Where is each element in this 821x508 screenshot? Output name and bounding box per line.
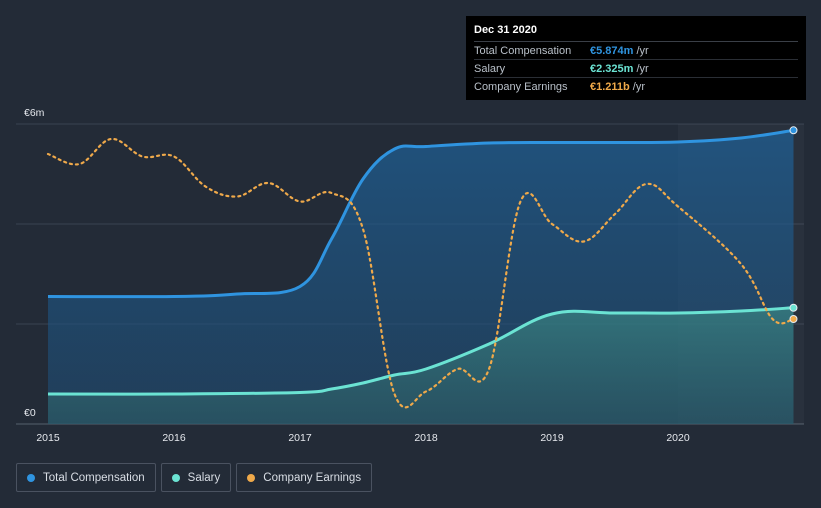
tooltip-row-salary: Salary €2.325m /yr: [474, 60, 798, 78]
salary-line: [47, 306, 794, 396]
legend-dot-icon: [171, 473, 180, 482]
tooltip-unit: /yr: [636, 44, 649, 57]
legend-item-company-earnings[interactable]: Company Earnings: [236, 463, 373, 492]
chart-legend: Total Compensation Salary Company Earnin…: [16, 463, 373, 492]
area-fills: [48, 130, 794, 425]
x-tick-label: 2017: [288, 432, 312, 444]
company-earnings-line: [46, 137, 795, 409]
legend-label: Company Earnings: [263, 471, 362, 484]
legend-label: Salary: [187, 471, 221, 484]
legend-item-salary[interactable]: Salary: [160, 463, 232, 492]
legend-dot-icon: [27, 473, 35, 482]
tooltip-row-earnings: Company Earnings €1.211b /yr: [474, 78, 798, 95]
tooltip-value: €5.874m: [590, 44, 634, 57]
end-markers: [789, 126, 798, 323]
company-earnings-end-marker: [789, 315, 798, 323]
legend-item-total-compensation[interactable]: Total Compensation: [16, 463, 156, 492]
x-tick-label: 2016: [162, 432, 186, 444]
legend-label: Total Compensation: [43, 471, 145, 484]
total-compensation-end-marker: [789, 126, 798, 135]
tooltip-date: Dec 31 2020: [474, 24, 798, 42]
x-tick-label: 2015: [36, 432, 60, 444]
tooltip-value: €2.325m: [590, 62, 634, 75]
tooltip-label: Company Earnings: [474, 80, 568, 93]
x-tick-label: 2019: [540, 432, 564, 444]
axes: 2015 2016 2017 2018 2019 2020 €0 €6m: [24, 107, 690, 444]
tooltip-unit: /yr: [632, 80, 645, 93]
series-lines: [46, 128, 795, 409]
tooltip-label: Salary: [474, 62, 506, 75]
tooltip-row-total: Total Compensation €5.874m /yr: [474, 42, 798, 60]
total-compensation-line: [47, 128, 794, 299]
salary-end-marker: [789, 303, 798, 312]
tooltip-unit: /yr: [636, 62, 649, 75]
x-tick-label: 2020: [666, 432, 690, 444]
legend-dot-icon: [247, 473, 256, 482]
y-tick-label: €0: [24, 407, 36, 419]
hover-tooltip: Dec 31 2020 Total Compensation €5.874m /…: [466, 16, 806, 100]
tooltip-value: €1.211b: [590, 80, 630, 93]
x-tick-label: 2018: [414, 432, 438, 444]
y-tick-label: €6m: [24, 107, 45, 119]
tooltip-label: Total Compensation: [474, 44, 572, 57]
